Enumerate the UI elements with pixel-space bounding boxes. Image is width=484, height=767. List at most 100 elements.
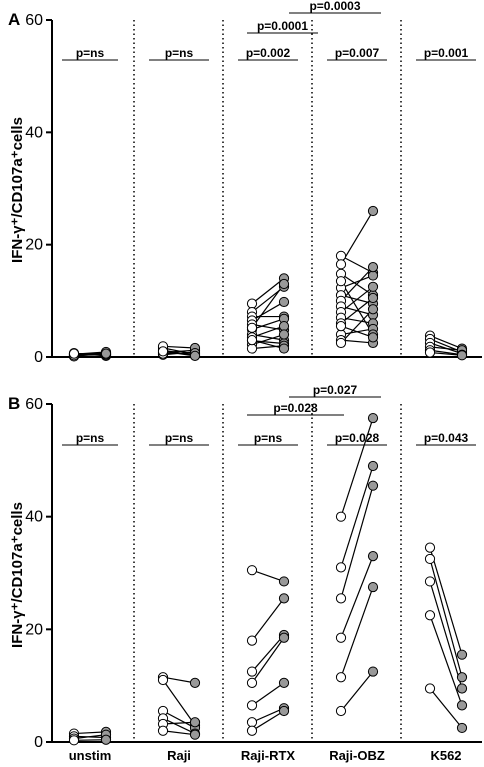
pair-line bbox=[340, 465, 374, 568]
data-point-before bbox=[424, 553, 436, 565]
data-point-after bbox=[278, 593, 290, 604]
panel-letter: A bbox=[8, 10, 20, 29]
pair-line bbox=[340, 266, 374, 302]
data-point-before bbox=[246, 700, 258, 711]
data-point-before bbox=[246, 717, 258, 728]
pair-line bbox=[429, 351, 463, 356]
pair-line bbox=[340, 280, 374, 335]
pair-line bbox=[340, 417, 374, 517]
data-point-after bbox=[278, 278, 290, 290]
pair-line bbox=[340, 485, 374, 599]
pair-line bbox=[73, 739, 107, 741]
pair-line bbox=[429, 558, 463, 678]
y-tick-label: 20 bbox=[25, 621, 43, 638]
pair-line bbox=[340, 308, 374, 344]
comparison-label: p=0.0001 bbox=[257, 19, 308, 33]
data-point-before bbox=[424, 683, 436, 694]
pair-line bbox=[251, 637, 285, 684]
data-point-after bbox=[278, 321, 290, 332]
data-point-after bbox=[278, 329, 290, 340]
group-label: Raji-OBZ bbox=[329, 748, 385, 763]
data-point-after bbox=[367, 460, 379, 472]
data-point-before bbox=[157, 346, 169, 357]
data-point-after bbox=[278, 576, 290, 587]
pvalue-label: p=0.007 bbox=[335, 46, 380, 60]
panel-a: A IFN-γ⁺/CD107a⁺cells 0 20 40 60 p=ns p=ns p=0.0… bbox=[8, 0, 482, 366]
data-point-after bbox=[278, 632, 290, 643]
pair-line bbox=[251, 345, 285, 350]
pvalue-label: p=0.002 bbox=[246, 46, 291, 60]
pair-line bbox=[429, 335, 463, 350]
data-point-after bbox=[278, 705, 290, 717]
data-point-after bbox=[189, 677, 201, 688]
pair-line bbox=[73, 734, 107, 740]
pvalue-label: p=0.001 bbox=[424, 46, 469, 60]
data-point-before bbox=[424, 542, 436, 553]
pvalue-label: p=0.043 bbox=[424, 431, 469, 445]
pair-line bbox=[73, 731, 107, 735]
data-point-before bbox=[246, 635, 258, 646]
y-tick-label: 0 bbox=[34, 734, 43, 751]
data-point-after bbox=[367, 480, 379, 491]
data-point-after bbox=[456, 700, 468, 711]
pvalue-label: p=ns bbox=[76, 46, 105, 60]
data-point-before bbox=[246, 565, 258, 576]
pair-line bbox=[162, 345, 196, 349]
y-tick-label: 40 bbox=[25, 509, 43, 526]
pair-line bbox=[340, 210, 374, 265]
data-point-before bbox=[246, 666, 258, 677]
data-point-before bbox=[335, 562, 347, 573]
data-point-after bbox=[367, 304, 379, 315]
panel-b: B IFN-γ⁺/CD107a⁺cells 0 20 40 60 p=ns p=ns p=ns p… bbox=[8, 383, 482, 763]
pair-line bbox=[429, 346, 463, 351]
pair-line bbox=[251, 283, 285, 329]
data-point-after bbox=[367, 281, 379, 292]
comparison-label: p=0.027 bbox=[313, 383, 358, 397]
data-point-after bbox=[367, 666, 379, 677]
y-tick-label: 60 bbox=[25, 396, 43, 413]
y-axis-label: IFN-γ⁺/CD107a⁺cells bbox=[9, 117, 26, 263]
data-point-after bbox=[367, 292, 379, 304]
pair-line bbox=[251, 339, 285, 350]
data-point-before bbox=[335, 511, 347, 522]
y-tick-label: 60 bbox=[25, 12, 43, 29]
data-point-before bbox=[157, 674, 169, 686]
pair-line bbox=[251, 323, 285, 331]
data-point-after bbox=[456, 672, 468, 683]
data-point-before bbox=[335, 672, 347, 683]
data-point-after bbox=[367, 205, 379, 217]
group-label: unstim bbox=[69, 748, 112, 763]
pair-line bbox=[340, 274, 374, 289]
data-point-after bbox=[278, 296, 290, 308]
data-point-before bbox=[246, 725, 258, 736]
pair-line bbox=[251, 277, 285, 305]
data-point-before bbox=[335, 337, 347, 349]
y-axis-label: IFN-γ⁺/CD107a⁺cells bbox=[9, 502, 26, 648]
group-label: Raji-RTX bbox=[241, 748, 296, 763]
pair-line bbox=[340, 555, 374, 639]
pair-line bbox=[251, 301, 285, 322]
data-point-before bbox=[246, 335, 258, 346]
data-point-after bbox=[367, 412, 379, 424]
pvalue-label: p=ns bbox=[165, 46, 194, 60]
pair-line bbox=[340, 255, 374, 274]
data-point-before bbox=[335, 259, 347, 270]
pair-line bbox=[340, 671, 374, 712]
data-point-before bbox=[246, 322, 258, 333]
data-point-after bbox=[367, 551, 379, 562]
data-point-after bbox=[456, 350, 468, 361]
pair-line bbox=[340, 586, 374, 678]
pvalue-label: p=ns bbox=[76, 431, 105, 445]
pair-line bbox=[429, 581, 463, 689]
data-point-after bbox=[100, 734, 112, 745]
pair-line bbox=[340, 339, 374, 344]
pvalue-label: p=ns bbox=[165, 431, 194, 445]
panel-letter: B bbox=[8, 394, 20, 413]
pair-line bbox=[429, 688, 463, 729]
group-label: Raji bbox=[167, 748, 191, 763]
pair-line bbox=[429, 547, 463, 655]
pair-line bbox=[251, 597, 285, 641]
pair-line bbox=[162, 721, 196, 725]
pair-line bbox=[162, 717, 196, 735]
data-point-after bbox=[189, 350, 201, 361]
